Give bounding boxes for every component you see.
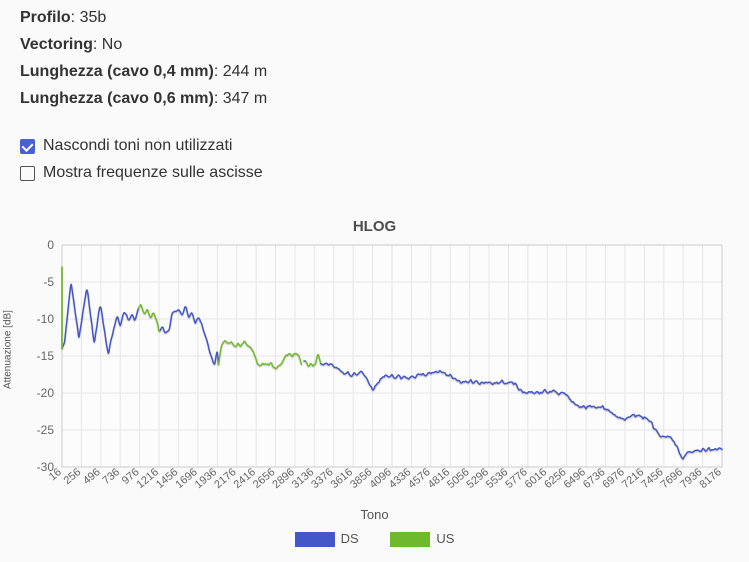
svg-text:-25: -25: [37, 423, 55, 437]
svg-text:-20: -20: [37, 386, 55, 400]
svg-text:496: 496: [81, 466, 103, 487]
svg-text:256: 256: [62, 466, 84, 487]
svg-text:8176: 8176: [697, 466, 723, 491]
svg-text:0: 0: [47, 238, 54, 252]
svg-text:-15: -15: [37, 349, 55, 363]
svg-text:736: 736: [100, 466, 122, 487]
svg-text:-10: -10: [37, 312, 55, 326]
svg-text:-5: -5: [43, 275, 54, 289]
